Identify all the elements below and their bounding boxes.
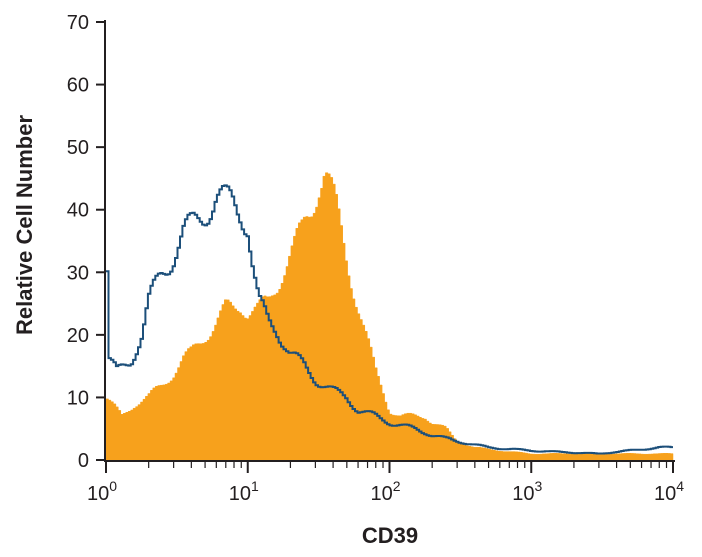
y-tick-label: 10 — [67, 387, 89, 409]
x-tick-label: 102 — [370, 478, 400, 505]
y-tick-label: 70 — [67, 12, 89, 34]
outline-histogram-series — [106, 184, 673, 455]
x-tick-label: 104 — [654, 478, 684, 505]
y-tick-label: 30 — [67, 262, 89, 284]
x-axis-title: CD39 — [362, 523, 418, 548]
x-tick-label: 103 — [512, 478, 542, 505]
x-tick-label: 101 — [229, 478, 259, 505]
y-tick-label: 60 — [67, 75, 89, 97]
y-tick-label: 0 — [78, 450, 89, 472]
y-axis-title: Relative Cell Number — [12, 115, 37, 336]
x-tick-label: 100 — [87, 478, 117, 505]
filled-histogram-series — [105, 172, 674, 461]
y-tick-label: 50 — [67, 137, 89, 159]
series-layer — [105, 172, 674, 461]
ticks-layer: 0 10 20 30 40 50 60 70 100 101 102 103 104 — [67, 12, 684, 505]
y-tick-label: 20 — [67, 325, 89, 347]
y-tick-label: 40 — [67, 200, 89, 222]
